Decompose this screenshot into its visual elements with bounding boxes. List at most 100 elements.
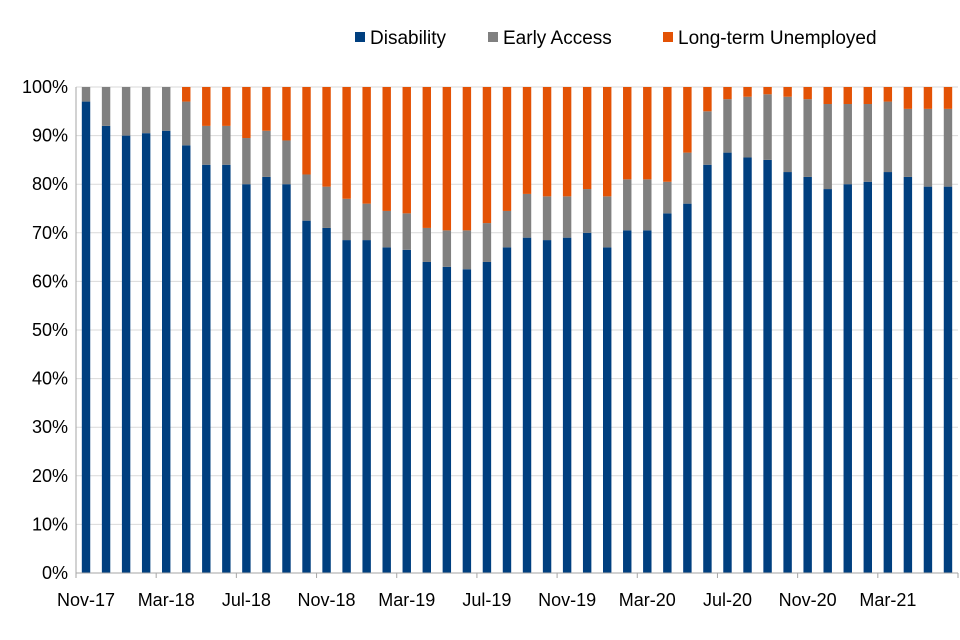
y-tick-label: 90% [32, 126, 68, 146]
bar-segment-disability [141, 133, 151, 574]
bar-segment-early-access [743, 96, 752, 158]
x-tick-label: Mar-19 [378, 590, 435, 610]
bar-segment-disability [462, 269, 472, 573]
bar-segment-disability [121, 135, 131, 573]
bar-segment-disability [282, 184, 291, 573]
x-tick-label: Nov-17 [57, 590, 115, 610]
bar-segment-early-access [703, 111, 712, 165]
bar-segment-disability [222, 164, 231, 573]
bar-segment-early-access [462, 230, 472, 270]
bar-segment-early-access [663, 181, 672, 214]
bar-segment-early-access [81, 87, 91, 102]
bars [81, 87, 953, 574]
bar-segment-long-term-unemployed [402, 87, 411, 214]
bar-segment-long-term-unemployed [462, 87, 472, 231]
bar-segment-disability [482, 261, 492, 573]
bar-segment-early-access [863, 104, 873, 182]
bar-segment-disability [823, 189, 832, 573]
bar-segment-long-term-unemployed [943, 87, 953, 109]
bar-segment-disability [903, 176, 913, 573]
y-tick-label: 50% [32, 320, 68, 340]
bar-segment-long-term-unemployed [623, 87, 632, 180]
axes: 0% 10% 20% 30% 40% 50% 60% 70% 80% 90% 100% Nov-17 M… [22, 77, 959, 610]
bar-segment-long-term-unemployed [422, 87, 432, 228]
bar-segment-long-term-unemployed [703, 87, 712, 112]
bar-segment-disability [502, 247, 512, 573]
x-tick-label: Nov-19 [538, 590, 596, 610]
bar-segment-disability [582, 232, 592, 574]
bar-segment-early-access [121, 87, 131, 136]
bar-segment-long-term-unemployed [562, 87, 572, 197]
bar-segment-early-access [542, 196, 552, 241]
x-tick-label: Mar-21 [859, 590, 916, 610]
legend-swatch [355, 32, 365, 42]
bar-segment-early-access [923, 108, 933, 187]
bar-segment-long-term-unemployed [763, 87, 772, 95]
bar-segment-disability [202, 164, 211, 573]
bar-segment-long-term-unemployed [723, 87, 732, 100]
bar-segment-early-access [141, 87, 151, 134]
y-tick-label: 0% [42, 563, 68, 583]
y-tick-label: 10% [32, 514, 68, 534]
bar-segment-early-access [242, 138, 251, 185]
bar-segment-early-access [322, 186, 331, 228]
bar-segment-early-access [402, 213, 411, 250]
bar-segment-long-term-unemployed [262, 87, 271, 131]
bar-segment-disability [182, 145, 191, 573]
bar-segment-early-access [903, 108, 913, 177]
bar-segment-early-access [602, 196, 612, 248]
bar-segment-long-term-unemployed [322, 87, 331, 187]
bar-segment-long-term-unemployed [242, 87, 251, 139]
x-tick-label: Nov-20 [779, 590, 837, 610]
legend-label: Early Access [503, 28, 612, 49]
bar-segment-disability [522, 237, 532, 573]
bar-segment-long-term-unemployed [282, 87, 291, 141]
bar-segment-long-term-unemployed [843, 87, 852, 105]
legend-swatch [488, 32, 498, 42]
bar-segment-disability [783, 172, 792, 574]
bar-segment-early-access [763, 94, 772, 160]
bar-segment-early-access [422, 227, 432, 262]
bar-segment-long-term-unemployed [903, 87, 913, 109]
bar-segment-long-term-unemployed [222, 87, 231, 126]
bar-segment-long-term-unemployed [482, 87, 492, 224]
x-tick-label: Nov-18 [298, 590, 356, 610]
bar-segment-disability [242, 184, 251, 573]
bar-segment-long-term-unemployed [783, 87, 792, 97]
bar-segment-long-term-unemployed [803, 87, 812, 100]
bar-segment-early-access [522, 193, 532, 238]
bar-segment-long-term-unemployed [923, 87, 933, 109]
legend-label: Disability [370, 28, 447, 49]
bar-segment-early-access [342, 198, 351, 241]
bar-segment-disability [542, 240, 552, 573]
bar-segment-early-access [182, 101, 191, 146]
bar-segment-disability [723, 152, 732, 574]
bar-segment-disability [843, 184, 852, 573]
bar-segment-disability [943, 186, 953, 573]
bar-segment-long-term-unemployed [743, 87, 752, 97]
legend-label: Long-term Unemployed [678, 28, 877, 49]
bar-segment-disability [803, 176, 812, 573]
y-tick-label: 80% [32, 174, 68, 194]
bar-segment-disability [602, 247, 612, 573]
bar-segment-early-access [823, 104, 832, 190]
bar-segment-disability [763, 159, 772, 573]
bar-segment-early-access [562, 196, 572, 238]
bar-segment-early-access [623, 179, 632, 231]
bar-segment-long-term-unemployed [643, 87, 652, 180]
x-tick-label: Mar-20 [619, 590, 676, 610]
bar-segment-long-term-unemployed [663, 87, 672, 182]
bar-segment-long-term-unemployed [863, 87, 873, 105]
bar-segment-disability [422, 261, 432, 573]
x-tick-label: Jul-20 [703, 590, 752, 610]
bar-segment-early-access [222, 125, 231, 165]
bar-segment-early-access [803, 99, 812, 177]
bar-segment-disability [382, 247, 391, 573]
bar-segment-disability [703, 164, 712, 573]
bar-segment-disability [562, 237, 572, 573]
legend: Disability Early Access Long-term Unemploy… [355, 28, 877, 49]
bar-segment-long-term-unemployed [502, 87, 512, 211]
bar-segment-early-access [502, 210, 512, 248]
bar-segment-disability [302, 220, 311, 573]
